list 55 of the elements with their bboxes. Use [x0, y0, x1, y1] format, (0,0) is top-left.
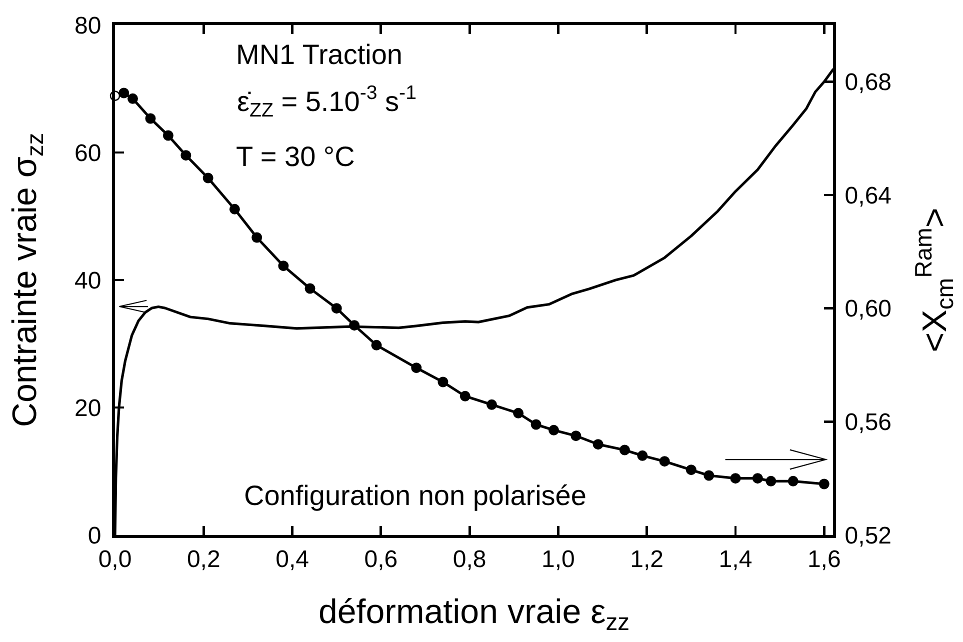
point: [202, 172, 214, 184]
point: [460, 390, 470, 402]
point: [686, 464, 696, 476]
annotation: Configuration non polarisée: [244, 480, 586, 511]
x-tick-label: 0,8: [452, 546, 486, 573]
annotation: MN1 Traction: [236, 39, 402, 70]
point: [818, 478, 830, 490]
point: [438, 376, 448, 388]
point: [145, 113, 156, 124]
point: [513, 408, 524, 418]
y2-tick-label: 0,60: [844, 296, 892, 323]
point: [118, 88, 130, 98]
point: [180, 150, 192, 161]
y2-tick-label: 0,56: [844, 409, 892, 436]
point: [162, 130, 174, 141]
point: [730, 473, 741, 484]
point: [486, 399, 497, 410]
x-tick-label: 1,0: [542, 546, 575, 573]
point: [570, 430, 582, 442]
y2-tick-label: 0,52: [844, 522, 892, 550]
x-tick-label: 1,2: [630, 546, 664, 573]
point: [127, 93, 138, 104]
point: [752, 473, 763, 484]
point: [766, 476, 776, 486]
y-tick-label: 20: [74, 394, 102, 422]
point: [252, 232, 262, 243]
point: [659, 456, 670, 467]
y2-tick-label: 0,68: [844, 69, 892, 96]
point: [592, 439, 604, 450]
point: [371, 340, 382, 350]
point: [530, 419, 542, 430]
point: [331, 303, 342, 314]
x-tick-label: 1,6: [807, 546, 841, 573]
x-tick-label: 1,4: [718, 546, 752, 573]
point: [278, 260, 289, 272]
y-tick-label: 60: [74, 140, 102, 167]
point: [637, 450, 648, 461]
point: [229, 204, 240, 214]
annotation: ε̇$_{ZZ}$ = 5.10$^{-3}$ s$^{-1}$: [237, 82, 416, 122]
x-axis-title: déformation vraie ε$_{zz}$: [318, 593, 630, 636]
point: [704, 470, 714, 481]
point: [619, 444, 630, 456]
point: [349, 320, 360, 331]
point: [788, 476, 798, 486]
point: [411, 362, 422, 374]
point: [548, 424, 560, 436]
y-tick-label: 40: [74, 267, 102, 294]
y2-tick-label: 0,64: [844, 182, 892, 210]
annotation: T = 30 °C: [236, 141, 355, 172]
x-tick-label: 0,4: [276, 546, 309, 573]
point: [110, 90, 120, 101]
x-tick-label: 0,6: [364, 546, 398, 573]
point: [304, 283, 316, 294]
y-tick-label: 80: [74, 12, 102, 40]
x-tick-label: 0,2: [186, 546, 220, 573]
